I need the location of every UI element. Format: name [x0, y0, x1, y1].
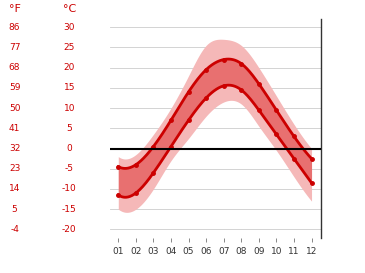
Text: 0: 0	[66, 144, 72, 153]
Text: 68: 68	[9, 63, 20, 72]
Text: 23: 23	[9, 164, 20, 173]
Text: 59: 59	[9, 83, 20, 92]
Text: 20: 20	[64, 63, 75, 72]
Text: 77: 77	[9, 43, 20, 52]
Text: °F: °F	[9, 4, 20, 14]
Text: 10: 10	[64, 103, 75, 112]
Text: 5: 5	[66, 124, 72, 133]
Text: 14: 14	[9, 185, 20, 194]
Text: 50: 50	[9, 103, 20, 112]
Text: 5: 5	[12, 205, 18, 214]
Text: 25: 25	[64, 43, 75, 52]
Text: 86: 86	[9, 23, 20, 32]
Text: 32: 32	[9, 144, 20, 153]
Text: 30: 30	[64, 23, 75, 32]
Text: -5: -5	[65, 164, 74, 173]
Text: 15: 15	[64, 83, 75, 92]
Text: 41: 41	[9, 124, 20, 133]
Text: -15: -15	[62, 205, 77, 214]
Text: -20: -20	[62, 225, 77, 234]
Text: -10: -10	[62, 185, 77, 194]
Text: -4: -4	[10, 225, 19, 234]
Text: °C: °C	[63, 4, 76, 14]
